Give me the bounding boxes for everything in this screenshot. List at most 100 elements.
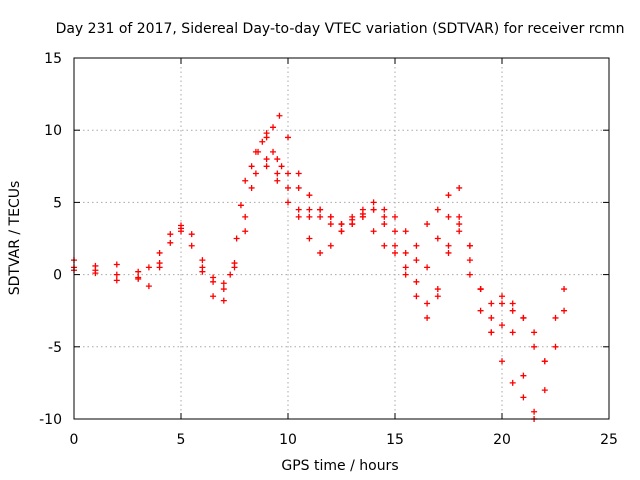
data-point xyxy=(477,286,484,293)
data-point xyxy=(424,264,431,271)
data-point xyxy=(488,329,495,336)
data-point xyxy=(541,358,548,365)
data-point xyxy=(434,286,441,293)
data-point xyxy=(402,264,409,271)
data-point xyxy=(338,228,345,235)
data-point xyxy=(237,202,244,209)
data-point xyxy=(317,206,324,213)
x-tick-labels: 0 5 10 15 20 25 xyxy=(70,432,618,448)
data-point xyxy=(274,170,281,177)
data-point xyxy=(317,213,324,220)
y-axis-label: SDTVAR / TECUs xyxy=(7,181,23,296)
data-point xyxy=(520,314,527,321)
data-point xyxy=(392,228,398,235)
data-point xyxy=(255,148,262,155)
data-point xyxy=(263,163,270,170)
data-point xyxy=(499,358,505,365)
data-point xyxy=(531,329,538,336)
y-tick-label: 5 xyxy=(53,195,62,211)
data-point xyxy=(263,130,270,137)
data-point xyxy=(370,199,377,206)
data-point xyxy=(456,221,463,228)
data-point xyxy=(509,307,516,314)
data-point xyxy=(285,184,291,191)
data-point xyxy=(276,112,283,119)
data-point xyxy=(413,257,420,264)
x-tick-label: 25 xyxy=(600,432,618,448)
data-point xyxy=(259,138,266,145)
data-point xyxy=(92,270,99,277)
data-points xyxy=(71,112,568,422)
data-point xyxy=(445,242,452,249)
y-tick-label: 15 xyxy=(44,51,62,67)
data-point xyxy=(434,235,441,242)
data-point xyxy=(552,343,559,350)
data-point xyxy=(370,228,377,235)
data-point xyxy=(167,231,174,238)
data-point xyxy=(278,163,285,170)
data-point xyxy=(242,177,249,184)
plot-frame xyxy=(73,57,610,420)
x-tick-label: 5 xyxy=(177,432,186,448)
y-tick-label: 0 xyxy=(53,268,62,284)
data-point xyxy=(402,271,409,278)
data-point xyxy=(135,268,142,275)
data-point xyxy=(381,221,388,228)
data-point xyxy=(499,293,505,300)
data-point xyxy=(456,213,463,220)
data-point xyxy=(445,192,452,199)
data-point xyxy=(248,163,255,170)
data-point xyxy=(466,271,473,278)
data-point xyxy=(285,170,291,177)
data-point xyxy=(135,274,142,281)
data-point xyxy=(499,300,505,307)
data-point xyxy=(392,242,398,249)
data-point xyxy=(242,228,249,235)
data-point xyxy=(445,249,452,256)
data-point xyxy=(561,286,568,293)
data-point xyxy=(285,199,291,206)
data-point xyxy=(456,228,463,235)
data-point xyxy=(392,249,398,256)
data-point xyxy=(327,213,334,220)
axis-ticks xyxy=(73,57,610,420)
data-point xyxy=(381,206,388,213)
data-point xyxy=(317,249,324,256)
data-point xyxy=(424,314,431,321)
data-point xyxy=(113,261,120,268)
data-point xyxy=(178,228,184,235)
data-point xyxy=(531,408,538,415)
data-point xyxy=(156,260,163,267)
data-point xyxy=(520,394,527,401)
data-point xyxy=(381,242,388,249)
data-point xyxy=(456,184,463,191)
data-point xyxy=(242,213,249,220)
data-point xyxy=(466,242,473,249)
grid xyxy=(74,58,609,419)
data-point xyxy=(285,134,291,141)
data-point xyxy=(541,387,548,394)
x-tick-label: 10 xyxy=(279,432,297,448)
data-point xyxy=(295,170,302,177)
data-point xyxy=(248,184,255,191)
data-point xyxy=(295,184,302,191)
data-point xyxy=(509,300,516,307)
data-point xyxy=(402,249,409,256)
data-point xyxy=(306,206,313,213)
data-point xyxy=(477,307,484,314)
x-tick-label: 15 xyxy=(386,432,404,448)
data-point xyxy=(210,274,217,281)
data-point xyxy=(413,293,420,300)
data-point xyxy=(509,379,516,386)
data-point xyxy=(188,242,195,249)
y-tick-label: 10 xyxy=(44,123,62,139)
data-point xyxy=(402,228,409,235)
data-point xyxy=(424,221,431,228)
data-point xyxy=(381,213,388,220)
data-point xyxy=(145,264,152,271)
data-point xyxy=(327,221,334,228)
data-point xyxy=(199,257,206,264)
data-point xyxy=(434,206,441,213)
data-point xyxy=(220,297,227,304)
data-point xyxy=(359,213,366,220)
